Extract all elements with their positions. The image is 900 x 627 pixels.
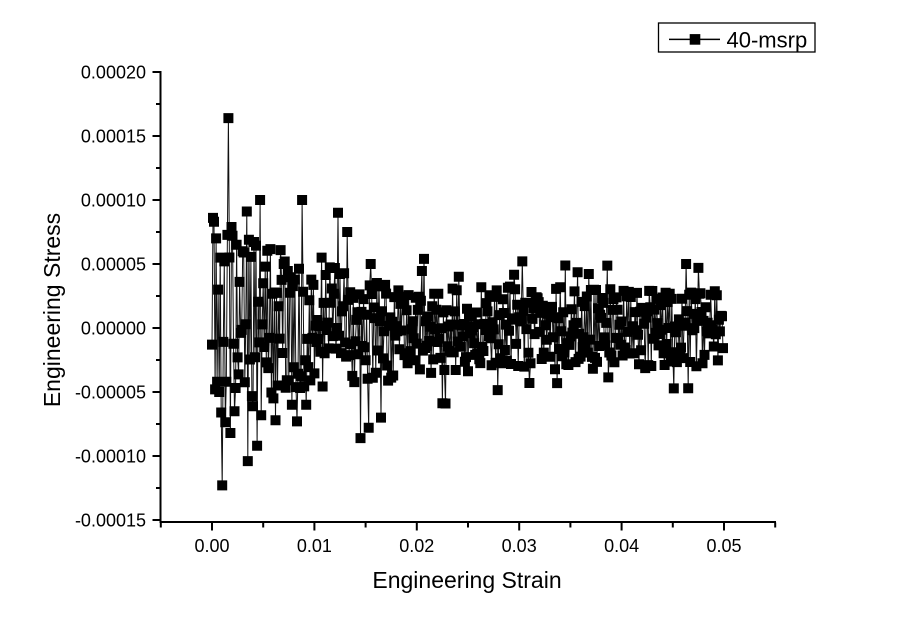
svg-text:0.00010: 0.00010 <box>81 191 146 211</box>
svg-text:Engineering Strain: Engineering Strain <box>372 567 561 593</box>
svg-text:-0.00010: -0.00010 <box>75 447 146 467</box>
svg-text:0.02: 0.02 <box>399 536 434 556</box>
svg-text:40-msrp: 40-msrp <box>727 27 808 52</box>
svg-text:0.00020: 0.00020 <box>81 63 146 83</box>
svg-text:0.04: 0.04 <box>604 536 639 556</box>
svg-text:0.01: 0.01 <box>297 536 332 556</box>
svg-text:0.00005: 0.00005 <box>81 255 146 275</box>
svg-text:-0.00005: -0.00005 <box>75 383 146 403</box>
svg-text:Engineering Stress: Engineering Stress <box>39 213 65 407</box>
svg-text:0.03: 0.03 <box>502 536 537 556</box>
svg-text:0.00015: 0.00015 <box>81 127 146 147</box>
svg-text:-0.00015: -0.00015 <box>75 511 146 531</box>
svg-text:0.00: 0.00 <box>194 536 229 556</box>
svg-text:0.00000: 0.00000 <box>81 319 146 339</box>
svg-text:0.05: 0.05 <box>706 536 741 556</box>
